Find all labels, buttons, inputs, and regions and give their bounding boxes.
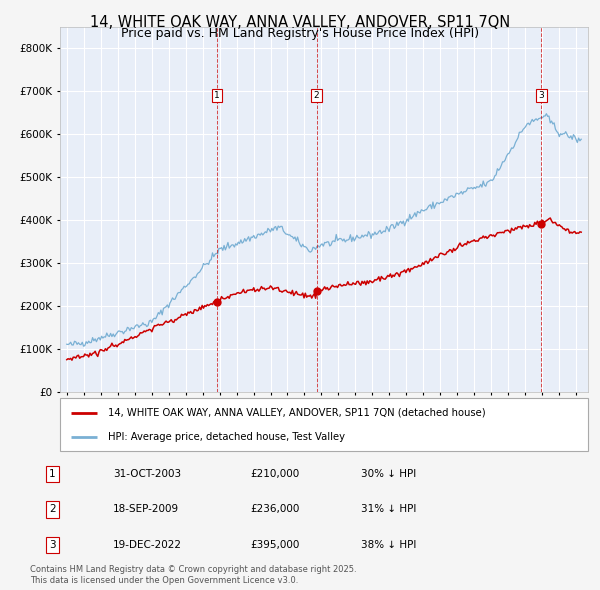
Text: 18-SEP-2009: 18-SEP-2009: [113, 504, 179, 514]
Text: 3: 3: [49, 540, 55, 550]
Text: 14, WHITE OAK WAY, ANNA VALLEY, ANDOVER, SP11 7QN (detached house): 14, WHITE OAK WAY, ANNA VALLEY, ANDOVER,…: [107, 408, 485, 418]
Text: £210,000: £210,000: [251, 469, 300, 479]
Text: 2: 2: [314, 91, 319, 100]
Text: £236,000: £236,000: [251, 504, 300, 514]
Text: 30% ↓ HPI: 30% ↓ HPI: [361, 469, 416, 479]
Text: 31-OCT-2003: 31-OCT-2003: [113, 469, 181, 479]
Text: 1: 1: [49, 469, 55, 479]
Text: Price paid vs. HM Land Registry's House Price Index (HPI): Price paid vs. HM Land Registry's House …: [121, 27, 479, 40]
FancyBboxPatch shape: [60, 398, 588, 451]
Text: 19-DEC-2022: 19-DEC-2022: [113, 540, 182, 550]
Text: £395,000: £395,000: [251, 540, 300, 550]
Text: Contains HM Land Registry data © Crown copyright and database right 2025.
This d: Contains HM Land Registry data © Crown c…: [30, 565, 356, 585]
Text: 14, WHITE OAK WAY, ANNA VALLEY, ANDOVER, SP11 7QN: 14, WHITE OAK WAY, ANNA VALLEY, ANDOVER,…: [90, 15, 510, 30]
Text: 3: 3: [539, 91, 544, 100]
Text: 38% ↓ HPI: 38% ↓ HPI: [361, 540, 416, 550]
Text: 1: 1: [214, 91, 220, 100]
Text: HPI: Average price, detached house, Test Valley: HPI: Average price, detached house, Test…: [107, 432, 344, 442]
Text: 2: 2: [49, 504, 55, 514]
Text: 31% ↓ HPI: 31% ↓ HPI: [361, 504, 416, 514]
